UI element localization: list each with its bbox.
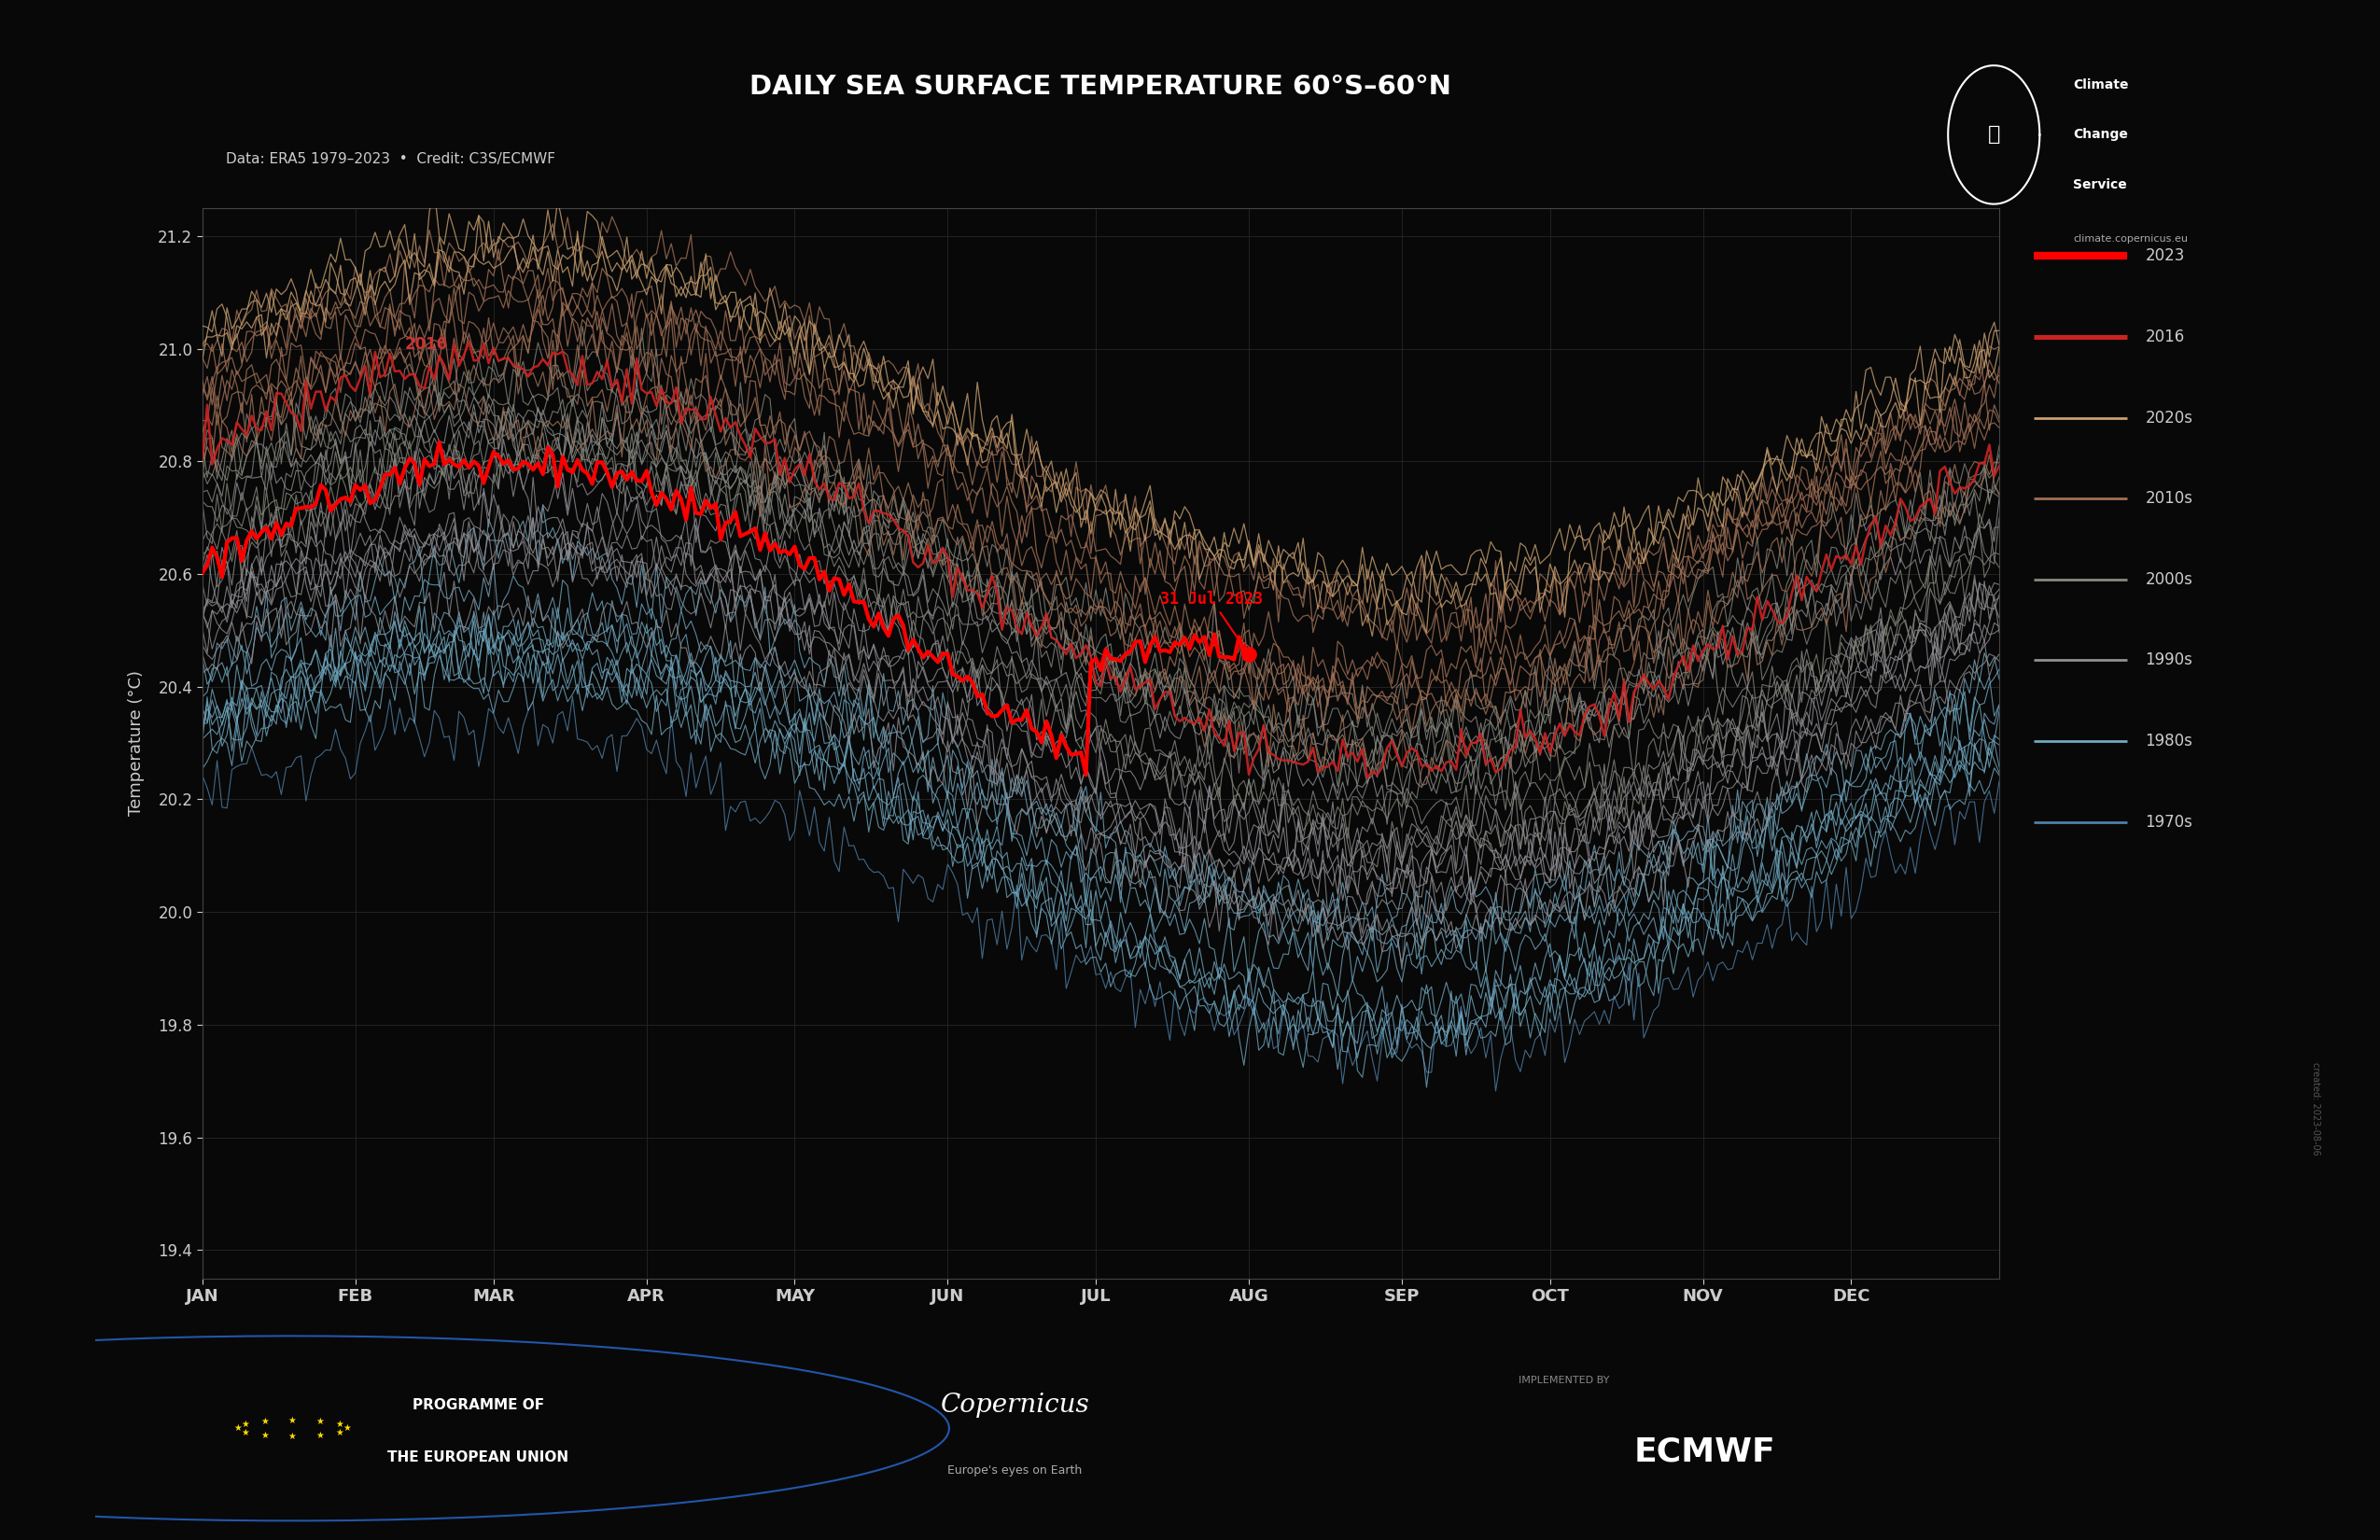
Text: 2000s: 2000s (2144, 571, 2192, 588)
Text: ★: ★ (288, 1415, 298, 1426)
Text: 2023: 2023 (2144, 248, 2185, 265)
Text: ★: ★ (240, 1428, 250, 1437)
Text: 2016: 2016 (405, 336, 447, 353)
Text: ★: ★ (317, 1417, 324, 1426)
Text: THE EUROPEAN UNION: THE EUROPEAN UNION (388, 1451, 569, 1465)
Text: Change: Change (2073, 128, 2128, 142)
Text: ★: ★ (262, 1431, 269, 1440)
Text: 🌡: 🌡 (1987, 125, 1999, 145)
Text: ★: ★ (262, 1417, 269, 1426)
Text: 2010s: 2010s (2144, 490, 2192, 507)
Text: IMPLEMENTED BY: IMPLEMENTED BY (1518, 1375, 1609, 1384)
Text: ★: ★ (336, 1420, 343, 1429)
Text: ECMWF: ECMWF (1633, 1435, 1775, 1468)
Text: ★: ★ (240, 1420, 250, 1429)
Text: DAILY SEA SURFACE TEMPERATURE 60°S–60°N: DAILY SEA SURFACE TEMPERATURE 60°S–60°N (750, 74, 1452, 100)
Text: 1990s: 1990s (2144, 651, 2192, 668)
Text: 2016: 2016 (2144, 328, 2185, 345)
Text: ★: ★ (317, 1431, 324, 1440)
Text: Data: ERA5 1979–2023  •  Credit: C3S/ECMWF: Data: ERA5 1979–2023 • Credit: C3S/ECMWF (226, 152, 555, 166)
Text: ★: ★ (288, 1431, 298, 1441)
Text: ★: ★ (336, 1428, 343, 1437)
Text: Climate: Climate (2073, 79, 2128, 91)
Y-axis label: Temperature (°C): Temperature (°C) (129, 670, 145, 816)
Text: climate.copernicus.eu: climate.copernicus.eu (2073, 234, 2187, 243)
Text: ★: ★ (343, 1423, 352, 1434)
Text: created: 2023-08-06: created: 2023-08-06 (2311, 1063, 2320, 1155)
Text: 2020s: 2020s (2144, 410, 2192, 427)
Text: PROGRAMME OF: PROGRAMME OF (412, 1398, 545, 1412)
Text: Europe's eyes on Earth: Europe's eyes on Earth (947, 1465, 1083, 1477)
Text: ★: ★ (233, 1423, 243, 1434)
Text: Copernicus: Copernicus (940, 1392, 1090, 1418)
Text: Service: Service (2073, 179, 2128, 191)
Text: 31 Jul 2023: 31 Jul 2023 (1159, 591, 1264, 651)
Text: 1970s: 1970s (2144, 813, 2192, 830)
Text: 1980s: 1980s (2144, 733, 2192, 750)
